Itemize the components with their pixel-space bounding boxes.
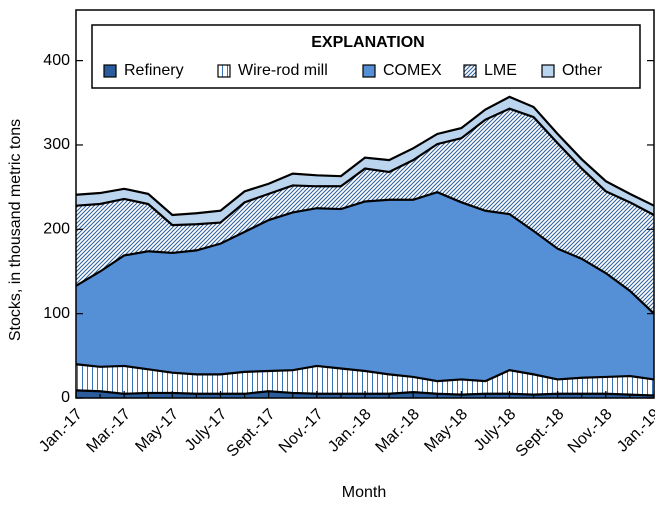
- area-outline: [75, 363, 655, 383]
- legend-swatch: [103, 64, 117, 78]
- area: [76, 108, 654, 314]
- area: [76, 96, 654, 226]
- legend-swatch: [217, 64, 231, 78]
- y-tick-label: 100: [43, 305, 70, 322]
- x-tick-label: Sept.-17: [224, 406, 279, 461]
- area: [76, 192, 654, 382]
- legend-label: COMEX: [383, 62, 442, 79]
- x-tick-label: Nov.-17: [276, 406, 327, 457]
- x-tick-label: Jan.-19: [614, 406, 655, 456]
- legend-label: Refinery: [124, 62, 184, 79]
- legend-swatch: [541, 64, 555, 78]
- y-axis-title: Stocks, in thousand metric tons: [7, 119, 24, 341]
- legend-swatch: [362, 64, 376, 78]
- y-tick-label: 0: [61, 389, 70, 406]
- legend-swatch: [463, 64, 477, 78]
- area-outline: [75, 95, 655, 217]
- y-tick-label: 200: [43, 221, 70, 238]
- legend-label: Wire-rod mill: [238, 62, 328, 79]
- x-tick-label: Jan.-18: [325, 406, 375, 456]
- x-tick-label: Sept.-18: [513, 406, 568, 461]
- x-tick-label: May-17: [132, 406, 182, 456]
- x-tick-label: May-18: [421, 406, 471, 456]
- area: [76, 364, 654, 396]
- x-axis-title: Month: [342, 484, 386, 501]
- legend-title: EXPLANATION: [311, 34, 424, 51]
- area-outline: [75, 191, 655, 315]
- area-outline: [75, 107, 655, 227]
- x-tick-label: Nov.-18: [565, 406, 616, 457]
- x-tick-label: Jan.-17: [36, 406, 86, 456]
- x-tick-label: Mar.-17: [84, 406, 134, 456]
- x-tick-label: July-18: [471, 406, 520, 455]
- y-tick-label: 300: [43, 136, 70, 153]
- x-tick-label: July-17: [182, 406, 231, 455]
- legend-label: LME: [484, 62, 517, 79]
- x-tick-label: Mar.-18: [373, 406, 423, 456]
- y-tick-label: 400: [43, 52, 70, 69]
- legend-label: Other: [562, 62, 603, 79]
